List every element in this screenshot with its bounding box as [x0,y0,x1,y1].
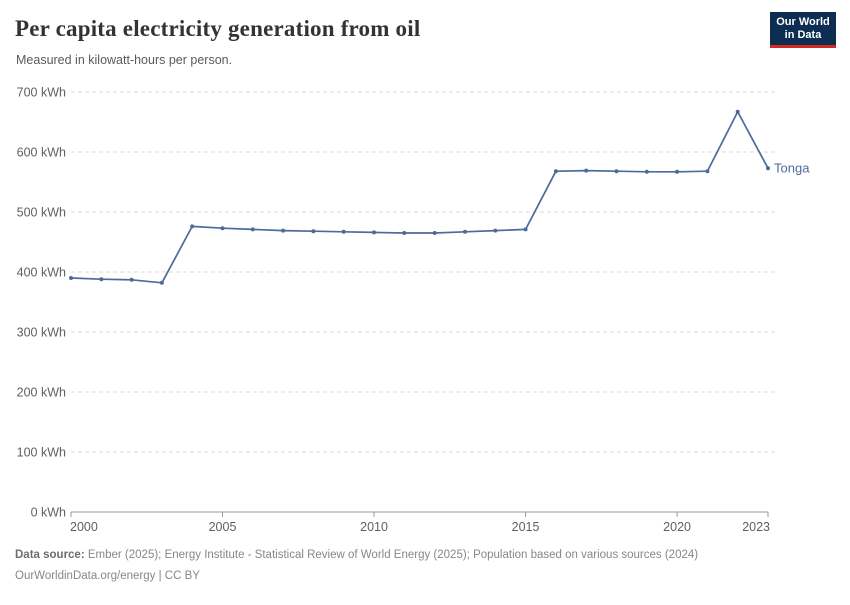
x-tick-label: 2005 [209,520,237,534]
y-tick-label: 0 kWh [31,506,66,520]
x-tick-label: 2020 [663,520,691,534]
y-tick-label: 700 kWh [17,86,66,100]
data-point-marker [99,277,104,282]
data-point-marker [432,231,437,235]
data-point-marker [402,231,407,235]
x-tick-label: 2015 [512,520,540,534]
data-point-marker [281,228,286,233]
data-series-line [70,110,769,284]
data-source-line: Data source: Ember (2025); Energy Instit… [15,545,835,566]
series-end-label: Tonga [774,161,810,176]
logo-line-1: Our World [776,15,830,28]
y-tick-label: 400 kWh [17,266,66,280]
y-tick-label: 500 kWh [17,206,66,220]
data-point-marker [372,230,376,235]
y-tick-label: 100 kWh [17,446,66,460]
x-tick-label: 2023 [742,520,770,534]
data-point-marker [311,229,316,234]
data-point-marker [190,224,195,229]
data-source-label: Data source: [15,549,85,561]
chart-subtitle: Measured in kilowatt-hours per person. [16,53,233,67]
data-point-marker [159,280,164,285]
data-point-marker [69,276,73,280]
y-tick-label: 300 kWh [17,326,66,340]
logo-line-2: in Data [784,28,822,41]
owid-logo: Our World in Data [770,12,836,48]
data-point-marker [463,229,467,234]
data-point-marker [614,169,619,174]
data-point-marker [766,166,770,171]
data-point-marker [220,226,225,231]
data-source-text: Ember (2025); Energy Institute - Statist… [84,549,699,561]
data-point-marker [644,169,649,174]
y-tick-label: 600 kWh [17,146,66,160]
data-point-marker [735,109,740,114]
y-tick-label: 200 kWh [17,386,66,400]
data-point-marker [129,277,134,282]
data-point-marker [523,227,528,232]
data-point-marker [553,169,558,174]
chart-footer: Data source: Ember (2025); Energy Instit… [15,545,835,587]
data-point-marker [341,229,346,234]
x-tick-label: 2000 [70,520,98,534]
page-title: Per capita electricity generation from o… [15,16,421,41]
data-point-marker [584,168,589,173]
footer-note: OurWorldinData.org/energy | CC BY [15,570,200,582]
data-point-marker [493,228,498,233]
data-point-marker [675,169,680,174]
data-point-marker [250,227,255,232]
x-tick-label: 2010 [360,520,388,534]
data-point-marker [705,169,710,174]
